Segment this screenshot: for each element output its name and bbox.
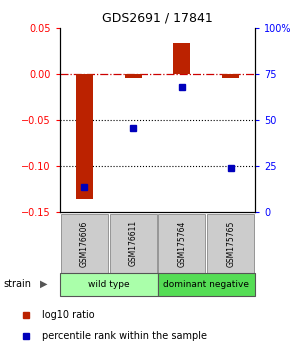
- Bar: [76, 74, 93, 199]
- Bar: [158, 214, 205, 273]
- Text: log10 ratio: log10 ratio: [42, 309, 94, 320]
- Title: GDS2691 / 17841: GDS2691 / 17841: [102, 11, 213, 24]
- Bar: [110, 214, 157, 273]
- Text: ▶: ▶: [40, 279, 47, 289]
- Text: GSM175764: GSM175764: [177, 220, 186, 267]
- Text: GSM176611: GSM176611: [129, 220, 138, 267]
- Text: percentile rank within the sample: percentile rank within the sample: [42, 331, 207, 341]
- Text: strain: strain: [3, 279, 31, 289]
- Text: wild type: wild type: [88, 280, 130, 289]
- Bar: [60, 273, 158, 296]
- Bar: [207, 214, 254, 273]
- Bar: [61, 214, 108, 273]
- Text: dominant negative: dominant negative: [163, 280, 249, 289]
- Bar: [173, 43, 190, 74]
- Bar: [124, 74, 142, 78]
- Text: GSM175765: GSM175765: [226, 220, 235, 267]
- Bar: [158, 273, 255, 296]
- Text: GSM176606: GSM176606: [80, 220, 89, 267]
- Bar: [222, 74, 239, 78]
